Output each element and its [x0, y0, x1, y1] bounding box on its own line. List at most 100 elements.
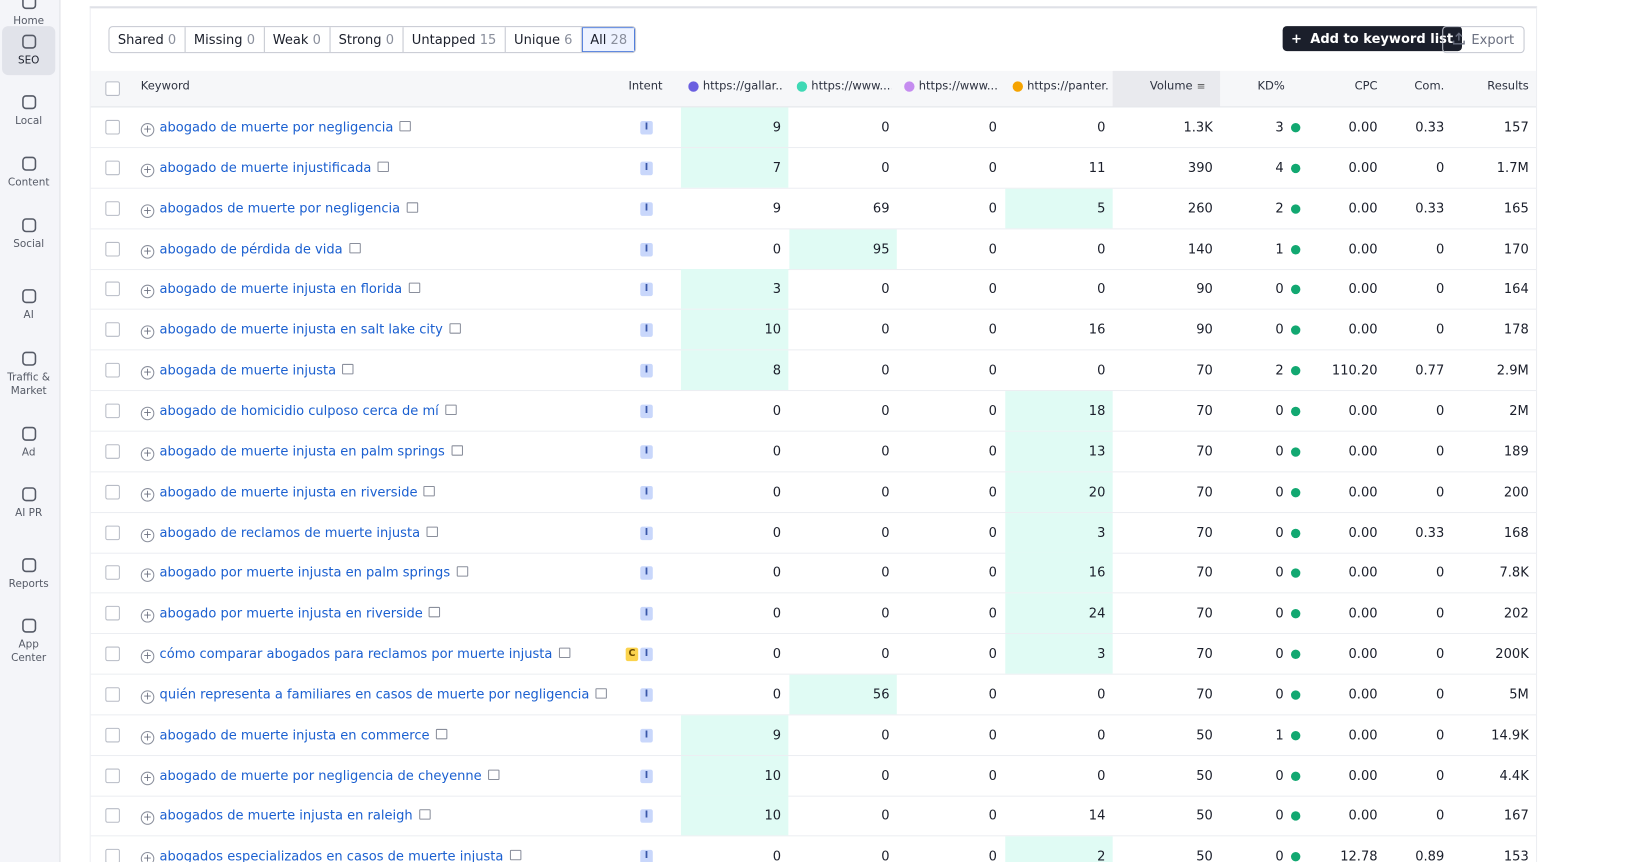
row-checkbox[interactable] [105, 362, 120, 378]
com-cell: 0 [1435, 726, 1445, 743]
kd-dot [1290, 325, 1301, 335]
sidebar-item[interactable]: Local [2, 88, 55, 134]
filter-tab[interactable]: All 28 [581, 27, 636, 53]
sidebar-item[interactable]: Traffic & Market [2, 344, 55, 403]
table-row: + abogado de muerte injusta en florida I 3 0… [90, 269, 1537, 311]
keyword-link[interactable]: abogado por muerte injusta en riverside [159, 605, 423, 621]
add-icon: + [140, 852, 155, 862]
row-checkbox[interactable] [105, 768, 120, 783]
row-checkbox[interactable] [105, 646, 120, 662]
kd-cell: 0 [1243, 432, 1301, 472]
intent-badge: I [640, 404, 653, 419]
row-checkbox[interactable] [105, 281, 120, 297]
kd-dot [1290, 447, 1301, 457]
row-checkbox[interactable] [105, 322, 120, 338]
com-cell: 0.33 [1415, 199, 1445, 216]
export-button[interactable]: Export [1442, 26, 1525, 54]
keyword-link[interactable]: abogado de muerte por negligencia de che… [159, 767, 482, 783]
sidebar-item[interactable]: Social [2, 211, 55, 257]
results-cell: 200 [1503, 483, 1529, 500]
row-checkbox[interactable] [105, 444, 120, 459]
keyword-link[interactable]: quién representa a familiares en casos d… [159, 686, 590, 702]
volume-cell: 90 [1196, 321, 1213, 338]
position-cell: 9 [772, 199, 782, 216]
volume-cell: 260 [1187, 199, 1213, 216]
col-header[interactable]: Volume ≡ [1112, 70, 1221, 107]
sidebar-item[interactable]: App Center [2, 611, 55, 670]
keyword-link[interactable]: abogado de reclamos de muerte injusta [159, 524, 421, 540]
position-cell: 0 [772, 524, 782, 540]
keyword-link[interactable]: abogado de muerte por negligencia [159, 118, 394, 135]
serp-icon [449, 323, 461, 334]
sidebar-item[interactable]: SEO [2, 26, 56, 76]
keyword-link[interactable]: abogados de muerte por negligencia [159, 199, 401, 216]
row-checkbox[interactable] [105, 808, 120, 824]
com-cell: 0 [1435, 645, 1445, 662]
keyword-link[interactable]: abogado de muerte injustificada [159, 159, 372, 176]
keyword-link[interactable]: abogados especializados en casos de muer… [159, 848, 504, 862]
row-checkbox[interactable] [105, 241, 120, 257]
row-checkbox[interactable] [105, 727, 120, 743]
results-cell: 5M [1509, 686, 1529, 702]
keyword-link[interactable]: cómo comparar abogados para reclamos por… [159, 645, 553, 662]
sidebar-item[interactable]: Ad [2, 419, 55, 465]
table-row: + abogada de muerte injusta I 8 0 0 0 70 2 110.20… [90, 350, 1537, 392]
keyword-link[interactable]: abogado de muerte injusta en commerce [159, 726, 430, 743]
add-to-list-button[interactable]: + Add to keyword list [1282, 26, 1462, 52]
kd-value: 2 [1275, 361, 1284, 378]
keyword-cell: + abogado de muerte por negligencia de ch… [140, 756, 500, 796]
sidebar-item[interactable]: Content [2, 149, 55, 195]
intent-badge: C [625, 647, 639, 662]
filter-tab[interactable]: Weak 0 [264, 27, 331, 53]
keyword-link[interactable]: abogado de muerte injusta en riverside [159, 483, 418, 500]
filter-tab[interactable]: Missing 0 [186, 27, 265, 53]
results-cell: 202 [1503, 605, 1529, 621]
results-cell: 2M [1509, 402, 1529, 419]
position-cell: 2 [1005, 836, 1113, 862]
keyword-cell: + abogada de muerte injusta [140, 350, 354, 390]
row-checkbox[interactable] [105, 849, 120, 862]
filter-tab[interactable]: Untapped 15 [403, 27, 506, 53]
sidebar-item[interactable]: AI PR [2, 480, 55, 526]
kd-cell: 0 [1243, 472, 1301, 512]
sidebar-item[interactable]: Reports [2, 551, 55, 597]
keyword-link[interactable]: abogado de muerte injusta en florida [159, 280, 403, 297]
row-checkbox[interactable] [105, 119, 120, 135]
row-checkbox[interactable] [105, 200, 120, 216]
sidebar-item[interactable]: Home [2, 0, 55, 33]
serp-icon [377, 161, 390, 172]
intent-cell: I [604, 310, 654, 350]
position-cell: 0 [881, 483, 890, 500]
add-icon: + [140, 528, 155, 542]
serp-icon [426, 526, 438, 537]
filter-tab[interactable]: Unique 6 [506, 27, 582, 53]
kd-dot [1290, 568, 1301, 579]
keyword-link[interactable]: abogada de muerte injusta [159, 361, 337, 378]
serp-icon [406, 201, 418, 213]
row-checkbox[interactable] [105, 606, 120, 621]
row-checkbox[interactable] [105, 484, 120, 500]
row-checkbox[interactable] [105, 565, 120, 581]
row-checkbox[interactable] [105, 687, 120, 702]
keyword-cell: + abogado de muerte injusta en florida [140, 269, 420, 309]
row-checkbox[interactable] [105, 403, 120, 419]
filter-tab[interactable]: Shared 0 [109, 27, 186, 53]
tab-count: 15 [479, 31, 497, 47]
keyword-link[interactable]: abogado de muerte injusta en salt lake c… [159, 321, 443, 338]
keyword-link[interactable]: abogado de pérdida de vida [159, 240, 343, 257]
sidebar-item[interactable]: AI [2, 282, 55, 328]
keyword-link[interactable]: abogado por muerte injusta en palm sprin… [159, 564, 451, 581]
keyword-link[interactable]: abogados de muerte injusta en raleigh [159, 807, 413, 824]
add-icon: + [140, 771, 155, 785]
row-checkbox[interactable] [105, 525, 120, 540]
select-all-checkbox[interactable] [105, 81, 120, 96]
row-checkbox[interactable] [105, 160, 120, 176]
kd-cell: 1 [1243, 229, 1301, 269]
sidebar-icon [21, 487, 36, 502]
kd-value: 0 [1275, 442, 1284, 459]
keyword-link[interactable]: abogado de muerte injusta en palm spring… [159, 442, 445, 459]
kd-dot [1290, 487, 1301, 498]
filter-tab[interactable]: Strong 0 [330, 27, 404, 53]
keyword-link[interactable]: abogado de homicidio culposo cerca de mí [159, 402, 439, 419]
